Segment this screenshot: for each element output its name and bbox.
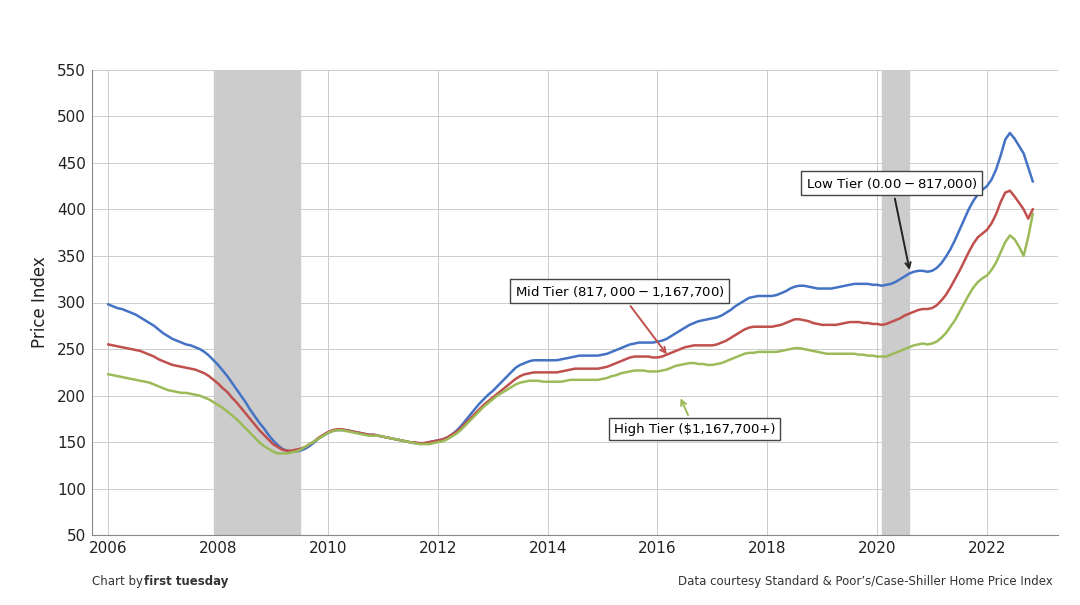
Bar (214, 70, 300, 535)
Text: Low Tier ($0.00 - $817,000): Low Tier ($0.00 - $817,000) (806, 175, 977, 268)
Text: Mid Tier ($817,000 - $1,167,700): Mid Tier ($817,000 - $1,167,700) (515, 284, 725, 353)
Text: San Diego Tiered Home Pricing (2006-present): San Diego Tiered Home Pricing (2006-pres… (174, 18, 906, 46)
Text: Data courtesy Standard & Poor’s/Case-Shiller Home Price Index: Data courtesy Standard & Poor’s/Case-Shi… (678, 575, 1053, 588)
Y-axis label: Price Index: Price Index (31, 257, 49, 348)
Text: Chart by: Chart by (92, 575, 147, 588)
Text: High Tier ($1,167,700+): High Tier ($1,167,700+) (613, 400, 775, 436)
Bar (881, 70, 909, 535)
Text: first tuesday: first tuesday (144, 575, 228, 588)
